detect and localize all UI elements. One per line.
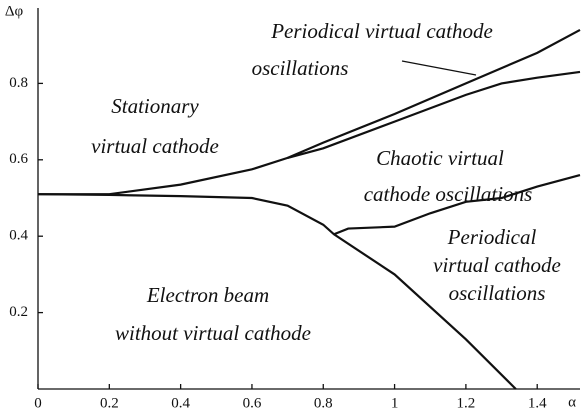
x-axis-label: α [568, 394, 576, 410]
region-label: Stationary [111, 94, 199, 118]
region-label: Chaotic virtual [376, 146, 504, 170]
y-axis-label: Δφ [5, 3, 24, 19]
x-tick-label: 1.4 [528, 395, 547, 411]
region-label: oscillations [449, 281, 546, 305]
region-label: without virtual cathode [115, 321, 311, 345]
curve [287, 70, 581, 159]
y-tick-label: 0.4 [9, 228, 28, 244]
region-label: virtual cathode [433, 253, 561, 277]
x-tick-label: 1 [391, 395, 399, 411]
y-tick-label: 0.8 [9, 75, 28, 91]
y-tick-label: 0.6 [9, 151, 28, 167]
region-label: oscillations [252, 56, 349, 80]
x-tick-label: 0.4 [171, 395, 190, 411]
pointer-line [401, 60, 477, 76]
x-tick-label: 0.2 [100, 395, 119, 411]
region-label: cathode oscillations [364, 182, 533, 206]
x-tick-label: 0 [34, 395, 42, 411]
region-label: virtual cathode [91, 134, 219, 158]
region-label: Electron beam [146, 283, 269, 307]
x-tick-label: 0.8 [314, 395, 333, 411]
x-tick-label: 0.6 [243, 395, 262, 411]
curve [333, 174, 581, 236]
y-tick-label: 0.2 [9, 304, 28, 320]
region-label: Periodical [447, 225, 537, 249]
x-tick-label: 1.2 [457, 395, 476, 411]
region-label: Periodical virtual cathode [270, 19, 493, 43]
curve [37, 193, 517, 390]
curve [38, 28, 581, 196]
